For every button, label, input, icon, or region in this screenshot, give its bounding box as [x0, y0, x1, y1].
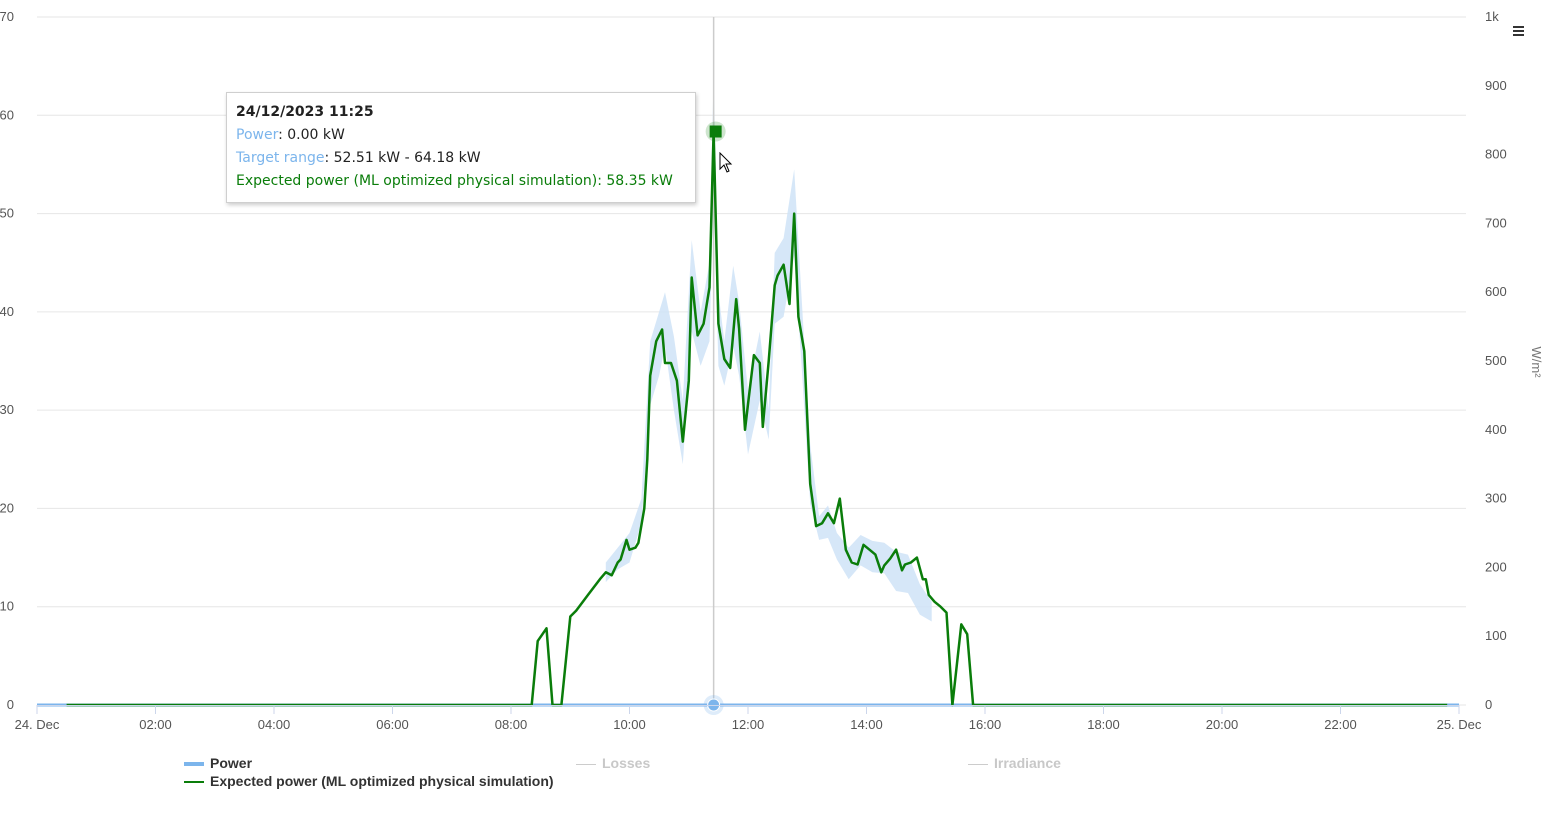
target-range-area	[605, 74, 932, 622]
y-left-tick-label: 70	[0, 9, 14, 24]
legend-label-irradiance: Irradiance	[994, 755, 1061, 771]
mouse-pointer-icon	[719, 152, 733, 173]
legend-label-power: Power	[210, 755, 253, 771]
y-right-tick-label: 300	[1485, 491, 1507, 506]
y-right-tick-label: 200	[1485, 559, 1507, 574]
y-right-tick-label: 100	[1485, 628, 1507, 643]
tooltip-expected-value: : 58.35 kW	[597, 173, 673, 189]
y-axis-left: 0 10 20 30 40 50 60 70	[0, 9, 14, 712]
x-tick-label: 12:00	[732, 717, 765, 732]
x-tick-label: 10:00	[613, 717, 646, 732]
y-left-tick-label: 20	[0, 500, 14, 515]
x-tick-label: 18:00	[1087, 717, 1120, 732]
x-tick-label: 06:00	[376, 717, 409, 732]
x-tick-label: 02:00	[139, 717, 172, 732]
y-left-tick-label: 50	[0, 206, 14, 221]
legend-item-losses[interactable]: Losses	[576, 755, 650, 771]
y-right-tick-label: 1k	[1485, 9, 1499, 24]
x-tick-label: 20:00	[1206, 717, 1239, 732]
chart-tooltip: 24/12/2023 11:25 Power: 0.00 kW Target r…	[226, 92, 696, 203]
tooltip-expected-row: Expected power (ML optimized physical si…	[236, 170, 695, 193]
y-left-tick-label: 0	[7, 697, 14, 712]
expected-marker	[709, 125, 722, 138]
legend-item-irradiance[interactable]: Irradiance	[968, 755, 1061, 771]
legend-swatch-expected	[184, 781, 204, 784]
tooltip-power-label: Power	[236, 127, 279, 143]
tooltip-title: 24/12/2023 11:25	[236, 104, 374, 120]
tooltip-range-value: : 52.51 kW - 64.18 kW	[324, 150, 481, 166]
legend-label-losses: Losses	[602, 755, 651, 771]
x-tick-label: 24. Dec	[15, 717, 60, 732]
tooltip-range-label: Target range	[236, 150, 325, 166]
y-axis-right: 0 100 200 300 400 500 600 700 800 900 1k	[1485, 9, 1507, 712]
series-line-expected	[66, 130, 1448, 707]
x-axis: 24. Dec 02:00 04:00 06:00 08:00 10:00 12:00 14:…	[15, 705, 1482, 732]
hamburger-menu-icon	[1508, 26, 1528, 36]
y-left-tick-label: 60	[0, 107, 14, 122]
tooltip-expected-label: Expected power (ML optimized physical si…	[236, 173, 598, 189]
hover-markers	[703, 121, 726, 715]
y-left-tick-label: 10	[0, 599, 14, 614]
legend-swatch-losses	[576, 763, 596, 765]
y-right-tick-label: 700	[1485, 215, 1507, 230]
tooltip-power-row: Power: 0.00 kW	[236, 124, 695, 147]
legend-item-expected[interactable]: Expected power (ML optimized physical si…	[184, 773, 554, 789]
tooltip-power-value: : 0.00 kW	[278, 127, 345, 143]
y-axis-right-title: W/m²	[1529, 346, 1544, 378]
y-right-tick-label: 0	[1485, 697, 1492, 712]
x-tick-label: 22:00	[1324, 717, 1357, 732]
y-right-tick-label: 600	[1485, 284, 1507, 299]
tooltip-range-row: Target range: 52.51 kW - 64.18 kW	[236, 147, 695, 170]
x-tick-label: 08:00	[495, 717, 528, 732]
x-tick-label: 04:00	[258, 717, 291, 732]
y-right-tick-label: 800	[1485, 147, 1507, 162]
y-right-tick-label: 500	[1485, 353, 1507, 368]
chart-menu-button[interactable]	[1508, 24, 1528, 42]
y-left-tick-label: 40	[0, 304, 14, 319]
legend-swatch-irradiance	[968, 763, 988, 765]
y-right-tick-label: 400	[1485, 422, 1507, 437]
legend-swatch-power	[184, 762, 204, 767]
y-right-tick-label: 900	[1485, 78, 1507, 93]
target-range-band	[605, 74, 932, 622]
x-tick-label: 16:00	[969, 717, 1002, 732]
y-left-tick-label: 30	[0, 402, 14, 417]
x-tick-label: 25. Dec	[1437, 717, 1482, 732]
legend-item-power[interactable]: Power	[184, 755, 252, 771]
x-tick-label: 14:00	[850, 717, 883, 732]
legend-label-expected: Expected power (ML optimized physical si…	[210, 773, 554, 789]
